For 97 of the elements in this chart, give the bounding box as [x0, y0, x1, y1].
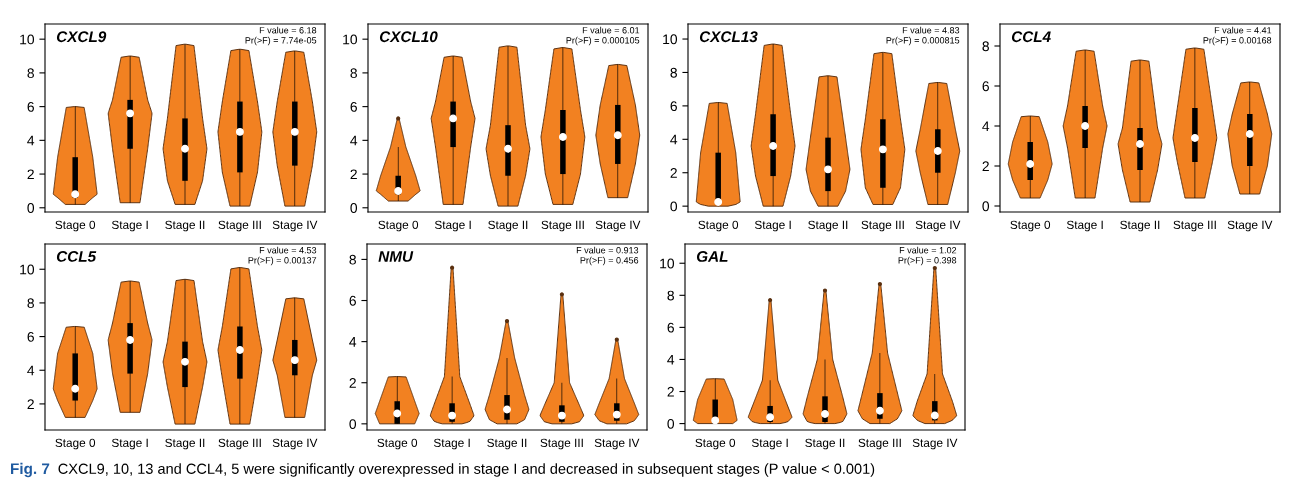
- chart-title: CXCL9: [56, 31, 107, 43]
- chart-title: CXCL10: [379, 31, 438, 43]
- x-tick-label: Stage III: [541, 220, 584, 232]
- chart-title: CXCL13: [699, 31, 758, 43]
- y-tick-label: 2: [350, 169, 357, 180]
- x-tick-label: Stage 0: [695, 438, 736, 450]
- x-tick-label: Stage IV: [272, 438, 318, 450]
- y-tick-label: 0: [670, 201, 678, 212]
- annotation: Pr(>F) = 0.000815: [886, 36, 960, 46]
- y-tick-label: 6: [27, 101, 34, 112]
- y-tick-label: 8: [27, 68, 34, 79]
- annotation: Pr(>F) = 0.398: [898, 256, 957, 266]
- x-tick-label: Stage IV: [595, 220, 641, 232]
- x-tick-label: Stage 0: [378, 220, 419, 232]
- annotation: F value = 4.83: [902, 26, 960, 34]
- x-tick-label: Stage II: [165, 438, 205, 450]
- x-tick-label: Stage II: [488, 220, 528, 232]
- y-tick-label: 4: [667, 354, 675, 365]
- y-tick-label: 0: [27, 203, 35, 213]
- annotation: F value = 0.913: [576, 246, 639, 254]
- y-tick-label: 6: [350, 101, 357, 112]
- x-tick-label: Stage IV: [912, 438, 958, 450]
- chart-title: CCL5: [56, 251, 97, 262]
- y-tick-label: 8: [670, 67, 677, 78]
- y-tick-label: 8: [349, 254, 356, 265]
- x-tick-label: Stage II: [165, 220, 205, 232]
- y-tick-label: 8: [667, 290, 674, 301]
- x-tick-label: Stage 0: [377, 438, 418, 450]
- y-tick-label: 6: [670, 101, 677, 112]
- annotation: Pr(>F) = 0.000105: [566, 36, 640, 46]
- annotation: Pr(>F) = 0.456: [580, 256, 639, 266]
- x-tick-label: Stage III: [858, 438, 901, 450]
- y-tick-label: 4: [670, 134, 678, 145]
- annotation: F value = 4.53: [259, 246, 317, 254]
- y-tick-label: 2: [27, 399, 34, 409]
- y-tick-label: 0: [349, 419, 357, 429]
- chart-title: GAL: [696, 251, 728, 262]
- y-tick-label: 0: [982, 201, 990, 212]
- y-tick-label: 0: [350, 203, 358, 213]
- annotation: Pr(>F) = 7.74e-05: [245, 36, 317, 46]
- y-tick-label: 0: [667, 418, 675, 429]
- y-tick-label: 6: [982, 81, 989, 92]
- x-tick-label: Stage II: [805, 438, 845, 450]
- y-tick-label: 10: [663, 34, 678, 45]
- y-tick-label: 4: [349, 337, 357, 347]
- x-tick-label: Stage IV: [272, 220, 318, 232]
- y-tick-label: 6: [27, 331, 34, 342]
- y-tick-label: 8: [982, 41, 989, 52]
- y-tick-label: 2: [27, 169, 34, 180]
- x-tick-label: Stage I: [111, 438, 148, 450]
- x-tick-label: Stage IV: [1227, 220, 1273, 232]
- x-tick-label: Stage IV: [594, 438, 640, 450]
- x-tick-label: Stage I: [434, 220, 471, 232]
- y-tick-label: 2: [982, 161, 989, 172]
- x-tick-label: Stage III: [218, 220, 261, 232]
- annotation: F value = 6.01: [582, 26, 640, 34]
- annotation: F value = 1.02: [899, 246, 957, 254]
- y-tick-label: 2: [349, 378, 356, 388]
- caption: Fig. 7: [11, 462, 50, 478]
- x-tick-label: Stage II: [808, 220, 848, 232]
- y-tick-label: 2: [670, 168, 677, 178]
- y-tick-label: 10: [343, 34, 358, 45]
- annotation: Pr(>F) = 0.00168: [1203, 36, 1272, 46]
- x-tick-label: Stage I: [1066, 220, 1103, 232]
- annotation: F value = 4.41: [1214, 26, 1272, 34]
- x-tick-label: Stage II: [1120, 220, 1160, 232]
- x-tick-label: Stage IV: [915, 220, 961, 232]
- x-tick-label: Stage II: [487, 438, 527, 450]
- x-tick-label: Stage III: [1173, 220, 1216, 232]
- x-tick-label: Stage I: [111, 220, 148, 232]
- x-tick-label: Stage 0: [55, 438, 96, 450]
- y-tick-label: 4: [27, 365, 35, 376]
- y-tick-label: 10: [20, 264, 35, 275]
- chart-title: CCL4: [1011, 31, 1051, 43]
- annotation: Pr(>F) = 0.00137: [248, 256, 317, 266]
- y-tick-label: 6: [349, 295, 356, 306]
- y-tick-label: 2: [667, 386, 674, 397]
- y-tick-label: 4: [350, 135, 358, 146]
- y-tick-label: 8: [350, 68, 357, 79]
- y-tick-label: 10: [20, 34, 35, 45]
- y-tick-label: 6: [667, 322, 674, 333]
- annotation: F value = 6.18: [259, 26, 317, 34]
- y-tick-label: 4: [982, 121, 990, 132]
- x-tick-label: Stage III: [540, 438, 583, 450]
- text: CXCL9, 10, 13 and CCL4, 5 were significantly overexpressed in stage I and decreased in subsequent stages (P value < 0.001): [58, 463, 875, 477]
- x-tick-label: Stage 0: [698, 220, 739, 232]
- x-tick-label: Stage I: [754, 220, 791, 232]
- x-tick-label: Stage 0: [55, 220, 96, 232]
- y-tick-label: 4: [27, 135, 35, 146]
- x-tick-label: Stage III: [861, 220, 904, 232]
- y-tick-label: 10: [660, 258, 675, 269]
- x-tick-label: Stage I: [751, 438, 788, 450]
- x-tick-label: Stage I: [433, 438, 470, 450]
- x-tick-label: Stage III: [218, 438, 261, 450]
- y-tick-label: 8: [27, 298, 34, 309]
- chart-title: NMU: [378, 251, 414, 262]
- x-tick-label: Stage 0: [1010, 220, 1051, 232]
